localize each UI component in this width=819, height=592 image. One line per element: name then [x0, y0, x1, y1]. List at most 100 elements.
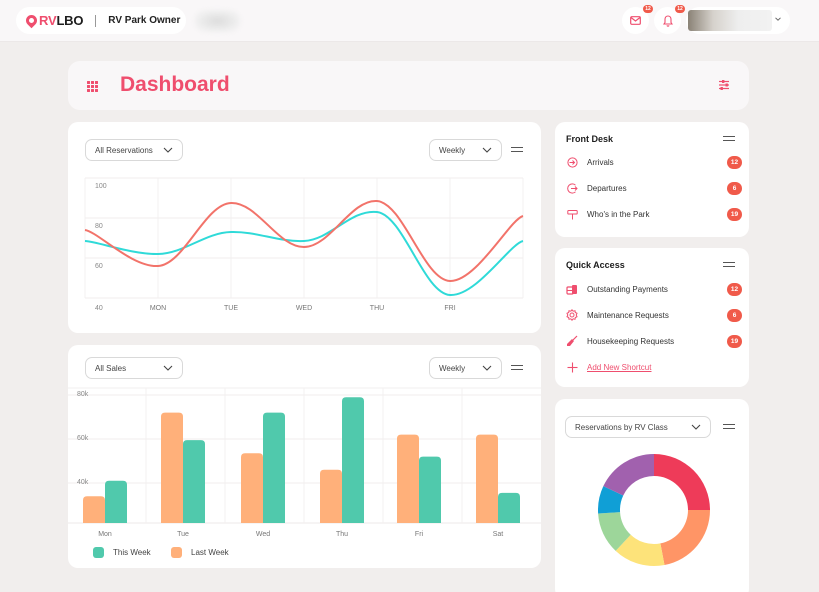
- count-badge: 12: [727, 282, 742, 296]
- rv-class-select-value: Reservations by RV Class: [575, 422, 668, 432]
- departure-icon: [566, 182, 578, 194]
- menu-icon[interactable]: [723, 262, 735, 267]
- item-label: Outstanding Payments: [587, 284, 668, 294]
- count-badge: 6: [727, 308, 742, 322]
- reservations-period-select[interactable]: Weekly: [429, 139, 502, 161]
- reservations-filter-value: All Reservations: [95, 145, 153, 155]
- logo-rv: RV: [39, 13, 57, 28]
- y-tick-label: 80: [95, 223, 103, 230]
- count-badge: 6: [727, 181, 742, 195]
- quick-access-title: Quick Access: [566, 260, 625, 270]
- notifications-button[interactable]: 12: [654, 5, 685, 34]
- sales-bar-chart: [68, 387, 541, 524]
- item-label: Arrivals: [587, 157, 614, 167]
- item-label: Who's in the Park: [587, 209, 650, 219]
- x-tick-label: Tue: [177, 531, 189, 538]
- y-tick-label: 40k: [77, 479, 89, 486]
- notifications-badge: 12: [675, 5, 685, 13]
- role-label: RV Park Owner: [108, 15, 181, 26]
- mail-icon: [630, 16, 641, 25]
- front-desk-item-arrivals[interactable]: Arrivals 12: [566, 153, 742, 171]
- front-desk-title: Front Desk: [566, 134, 614, 144]
- chevron-down-icon: [482, 365, 492, 371]
- plus-icon: [566, 361, 578, 373]
- front-desk-card: Front Desk Arrivals 12 Departures 6 Who'…: [555, 122, 749, 237]
- chevron-down-icon: [775, 17, 781, 21]
- gear-icon: [566, 309, 578, 321]
- mail-badge: 12: [643, 5, 653, 13]
- count-badge: 19: [727, 334, 742, 348]
- menu-icon[interactable]: [723, 136, 735, 141]
- count-badge: 12: [727, 155, 742, 169]
- add-shortcut-link[interactable]: Add New Shortcut: [566, 358, 742, 376]
- brand-pill: RV LBO RV Park Owner: [16, 7, 186, 34]
- quick-access-item-housekeeping[interactable]: Housekeeping Requests 19: [566, 332, 742, 350]
- y-tick-label: 80k: [77, 391, 89, 398]
- bar-this-week-sat: [498, 492, 520, 523]
- bar-this-week-tue: [183, 440, 205, 523]
- bar-last-week-mon: [83, 496, 105, 523]
- blurred-content: [195, 10, 240, 32]
- x-tick-label: Thu: [335, 531, 349, 538]
- front-desk-item-whos-in-park[interactable]: Who's in the Park 19: [566, 205, 742, 223]
- user-menu[interactable]: [686, 7, 790, 34]
- y-tick-label: 40: [95, 305, 103, 312]
- x-tick-label: FRI: [444, 305, 456, 312]
- y-tick-label: 60: [95, 263, 103, 270]
- item-label: Housekeeping Requests: [587, 336, 675, 346]
- chevron-down-icon: [163, 365, 173, 371]
- arrival-icon: [566, 156, 578, 168]
- divider: [95, 14, 97, 27]
- rv-class-card: Reservations by RV Class: [555, 399, 749, 592]
- x-tick-label: Sat: [492, 531, 504, 538]
- sales-period-value: Weekly: [439, 363, 466, 373]
- sales-filter-select[interactable]: All Sales: [85, 357, 183, 379]
- donut-slice-2: [615, 534, 665, 566]
- sales-filter-value: All Sales: [95, 363, 127, 373]
- bar-last-week-fri: [397, 434, 419, 523]
- line-series-red: [84, 199, 524, 283]
- logo[interactable]: RV LBO: [23, 12, 83, 29]
- x-tick-label: WED: [295, 305, 313, 312]
- chevron-down-icon: [163, 147, 173, 153]
- x-tick-label: Fri: [414, 531, 424, 538]
- x-tick-label: Mon: [98, 531, 112, 538]
- quick-access-item-maintenance[interactable]: Maintenance Requests 6: [566, 306, 742, 324]
- reservations-period-value: Weekly: [439, 145, 466, 155]
- menu-icon[interactable]: [511, 147, 523, 152]
- sales-card: All Sales Weekly 80k 60k 40k Mon Tue Wed Thu Fr…: [68, 345, 541, 568]
- reservations-card: All Reservations Weekly 100 80 60 40 MON TUE W…: [68, 122, 541, 333]
- apps-grid-icon[interactable]: [87, 81, 99, 92]
- rv-class-donut-chart: [598, 454, 710, 566]
- legend-swatch-this-week: [93, 547, 104, 558]
- donut-slice-5: [603, 454, 654, 496]
- bar-last-week-wed: [241, 453, 263, 523]
- chevron-down-icon: [482, 147, 492, 153]
- bar-this-week-wed: [263, 412, 285, 523]
- legend-swatch-last-week: [171, 547, 182, 558]
- legend-this-week: This Week: [93, 547, 151, 558]
- legend-label-last-week: Last Week: [191, 548, 229, 557]
- x-tick-label: TUE: [224, 305, 238, 312]
- mail-button[interactable]: 12: [622, 5, 653, 34]
- reservations-filter-select[interactable]: All Reservations: [85, 139, 183, 161]
- bell-icon: [662, 14, 673, 27]
- menu-icon[interactable]: [511, 365, 523, 370]
- sliders-icon[interactable]: [718, 79, 730, 91]
- y-tick-label: 100: [95, 183, 107, 190]
- front-desk-item-departures[interactable]: Departures 6: [566, 179, 742, 197]
- page-header: Dashboard: [68, 61, 749, 110]
- top-bar: RV LBO RV Park Owner 12 12: [0, 0, 819, 42]
- page-title: Dashboard: [120, 73, 230, 96]
- x-tick-label: Wed: [255, 531, 271, 538]
- bar-last-week-thu: [320, 469, 342, 523]
- add-shortcut-label[interactable]: Add New Shortcut: [587, 362, 652, 372]
- sales-period-select[interactable]: Weekly: [429, 357, 502, 379]
- bar-last-week-tue: [161, 412, 183, 523]
- location-pin-icon: [23, 12, 40, 29]
- bar-this-week-thu: [342, 397, 364, 523]
- quick-access-item-payments[interactable]: Outstanding Payments 12: [566, 280, 742, 298]
- menu-icon[interactable]: [723, 424, 735, 429]
- item-label: Departures: [587, 183, 627, 193]
- rv-class-select[interactable]: Reservations by RV Class: [565, 416, 711, 438]
